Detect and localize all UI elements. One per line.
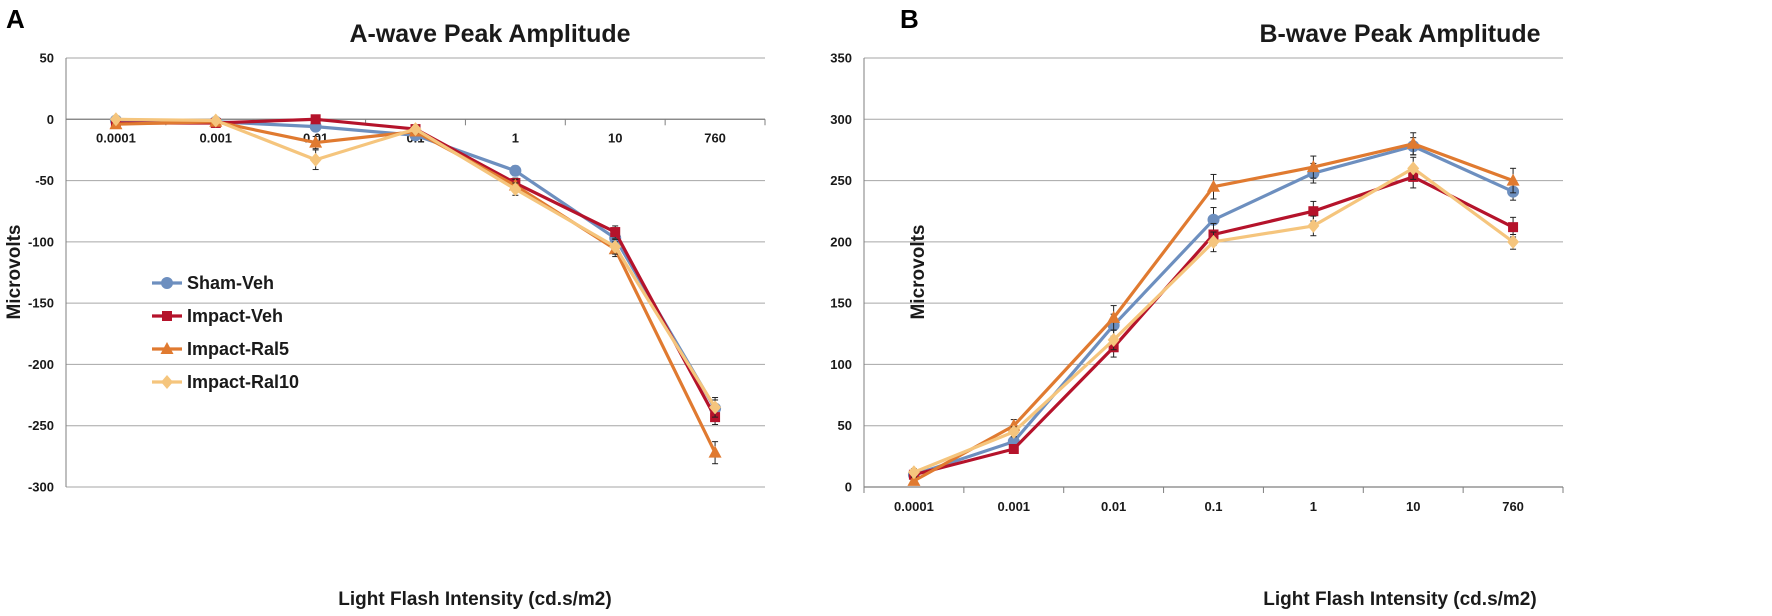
chart-b-data-point (1308, 206, 1319, 217)
chart-b-x-tick-label: 10 (1406, 499, 1420, 514)
chart-a-x-tick-label: 1 (512, 130, 519, 145)
chart-a-y-tick-label: -300 (28, 480, 54, 495)
chart-b-data-point (907, 473, 921, 486)
chart-b-x-tick-label: 0.1 (1204, 499, 1222, 514)
chart-b-y-tick-label: 300 (830, 112, 852, 127)
chart-b-x-tick-label: 0.001 (998, 499, 1031, 514)
chart-b-data-point (907, 465, 920, 480)
chart-a-data-point (610, 227, 621, 238)
chart-b-y-tick-label: 0 (845, 480, 852, 495)
chart-b-data-point (1307, 218, 1320, 233)
chart-b-data-point (1306, 160, 1320, 173)
chart-a-legend-marker (160, 342, 174, 354)
chart-a-legend-label: Impact-Ral5 (187, 339, 289, 359)
chart-b-y-tick-label: 150 (830, 296, 852, 311)
chart-b-y-tick-label: 50 (838, 418, 852, 433)
chart-a-y-axis-title: Microvolts (4, 224, 25, 319)
panel-letter-b: B (900, 4, 919, 34)
chart-a-data-point (708, 445, 722, 458)
chart-b-y-tick-label: 350 (830, 51, 852, 66)
chart-a-data-point (409, 122, 422, 137)
chart-b-data-point (1007, 424, 1020, 439)
chart-a-data-point (109, 112, 122, 127)
chart-b-x-tick-label: 760 (1502, 499, 1524, 514)
chart-a-y-tick-label: -250 (28, 418, 54, 433)
chart-a-legend: Sham-Veh Impact-Veh Impact-Ral5 Impact-Ral1… (152, 273, 299, 392)
chart-b-data-point (1207, 179, 1220, 192)
chart-b-data-point (1508, 222, 1519, 233)
panel-letter-a: A (6, 4, 25, 34)
chart-b-data-point (1107, 310, 1121, 323)
chart-a-x-tick-label: 0.001 (200, 130, 233, 145)
chart-b-series-impact-ral10 (907, 156, 1520, 480)
chart-b-data-point (1008, 444, 1019, 455)
chart-a-data-point (509, 182, 522, 197)
chart-a-plot-area: 500-50-100-150-200-250-3000.00010.0010.0… (28, 51, 766, 495)
chart-b-data-point (1107, 332, 1120, 347)
chart-a-data-point (209, 113, 222, 128)
chart-b-data-point (1406, 136, 1420, 149)
chart-b-y-tick-label: 100 (830, 357, 852, 372)
chart-a-y-tick-label: 50 (40, 51, 54, 66)
chart-a-x-axis-title: Light Flash Intensity (cd.s/m2) (338, 589, 611, 610)
chart-b-x-axis-title: Light Flash Intensity (cd.s/m2) (1263, 589, 1536, 610)
chart-a-data-point (509, 164, 522, 177)
chart-a-y-tick-label: -50 (35, 173, 54, 188)
chart-a-y-tick-label: -150 (28, 296, 54, 311)
panel-b: B B-wave Peak Amplitude Microvolts Light… (830, 4, 1564, 610)
panel-a: A A-wave Peak Amplitude Microvolts Light… (4, 4, 766, 610)
chart-a-legend-label: Impact-Ral10 (187, 372, 299, 392)
chart-b-data-point (1207, 234, 1220, 249)
chart-a-x-tick-label: 0.0001 (96, 130, 136, 145)
chart-b-plot-area: 350 300 250 200 150 100 50 0 0.0001 0.001 0.01 0.1 1… (830, 51, 1564, 514)
chart-b-y-axis-title: Microvolts (908, 224, 929, 319)
chart-a-legend-label: Sham-Veh (187, 273, 274, 293)
chart-a-series-impact-ral10 (109, 112, 722, 418)
chart-a-legend-label: Impact-Veh (187, 306, 283, 326)
chart-a-data-point (309, 152, 322, 167)
chart-a-data-point (709, 400, 722, 415)
chart-a-y-tick-label: -200 (28, 357, 54, 372)
chart-a-x-tick-label: 10 (608, 130, 622, 145)
chart-b-data-point (1407, 161, 1420, 176)
chart-a-y-tick-label: -100 (28, 234, 54, 249)
chart-b-y-tick-label: 200 (830, 234, 852, 249)
chart-b-x-tick-label: 1 (1310, 499, 1317, 514)
chart-a-data-point (609, 239, 622, 254)
chart-a-data-point (310, 114, 321, 125)
chart-b-data-point (1507, 234, 1520, 249)
chart-b-data-point (1506, 173, 1520, 186)
chart-a-y-tick-label: 0 (47, 112, 54, 127)
chart-b-title: B-wave Peak Amplitude (1259, 20, 1540, 48)
chart-a-legend-marker (161, 375, 173, 389)
chart-a-title: A-wave Peak Amplitude (349, 20, 630, 48)
chart-b-x-tick-label: 0.0001 (894, 499, 934, 514)
chart-b-y-tick-label: 250 (830, 173, 852, 188)
chart-a-x-tick-label: 760 (704, 130, 726, 145)
chart-a-data-point (309, 135, 323, 148)
chart-a-legend-marker (161, 277, 173, 289)
chart-a-legend-marker (162, 311, 172, 321)
chart-b-x-tick-label: 0.01 (1101, 499, 1126, 514)
